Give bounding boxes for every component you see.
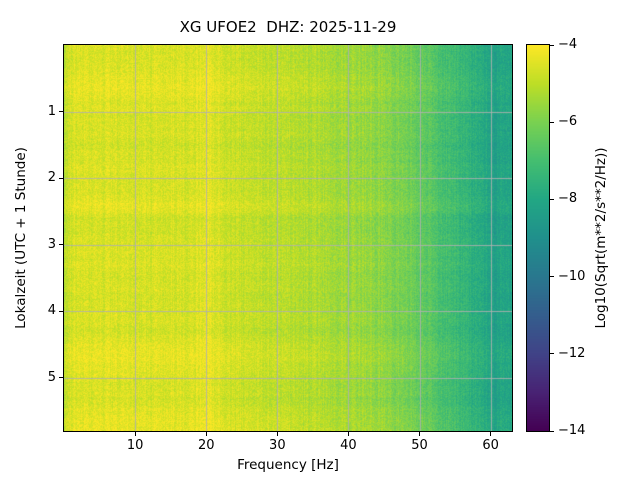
colorbar-tick-mark [550, 353, 554, 355]
x-tick-mark [419, 432, 421, 436]
colorbar-canvas [527, 45, 549, 431]
y-tick-mark [59, 111, 63, 113]
x-tick-mark [347, 432, 349, 436]
y-tick-mark [59, 310, 63, 312]
x-tick-mark [276, 432, 278, 436]
y-tick-label: 4 [47, 303, 56, 319]
x-tick-mark [134, 432, 136, 436]
colorbar-tick-mark [550, 276, 554, 278]
y-tick-label: 3 [47, 236, 56, 252]
x-tick-label: 40 [340, 438, 357, 453]
x-tick-mark [490, 432, 492, 436]
y-tick-label: 2 [47, 170, 56, 186]
colorbar-tick-label: −10 [558, 268, 586, 284]
colorbar-label: Log10(Sqrt(m**2/s**2/Hz)) [593, 147, 609, 329]
y-tick-label: 5 [47, 369, 56, 385]
plot-area [63, 44, 513, 432]
chart-title: XG UFOE2 DHZ: 2025-11-29 [179, 18, 397, 36]
colorbar-tick-mark [550, 430, 554, 432]
colorbar-tick-label: −4 [558, 37, 578, 52]
y-tick-label: 1 [47, 103, 56, 119]
colorbar-tick-mark [550, 198, 554, 200]
x-tick-label: 60 [482, 438, 499, 453]
y-tick-mark [59, 177, 63, 179]
x-tick-label: 50 [411, 438, 428, 453]
y-tick-mark [59, 244, 63, 246]
x-tick-label: 30 [269, 438, 286, 453]
x-axis-label: Frequency [Hz] [237, 457, 339, 473]
y-tick-mark [59, 377, 63, 379]
x-tick-label: 10 [126, 438, 144, 453]
colorbar-tick-label: −8 [558, 191, 578, 207]
x-tick-mark [205, 432, 207, 436]
spectrogram-canvas [64, 45, 512, 431]
x-tick-label: 20 [197, 438, 215, 453]
colorbar-tick-label: −14 [558, 423, 586, 438]
colorbar-tick-label: −6 [558, 114, 578, 130]
colorbar-tick-mark [550, 44, 554, 46]
colorbar-tick-mark [550, 121, 554, 123]
colorbar-tick-label: −12 [558, 345, 586, 361]
colorbar [526, 44, 550, 432]
